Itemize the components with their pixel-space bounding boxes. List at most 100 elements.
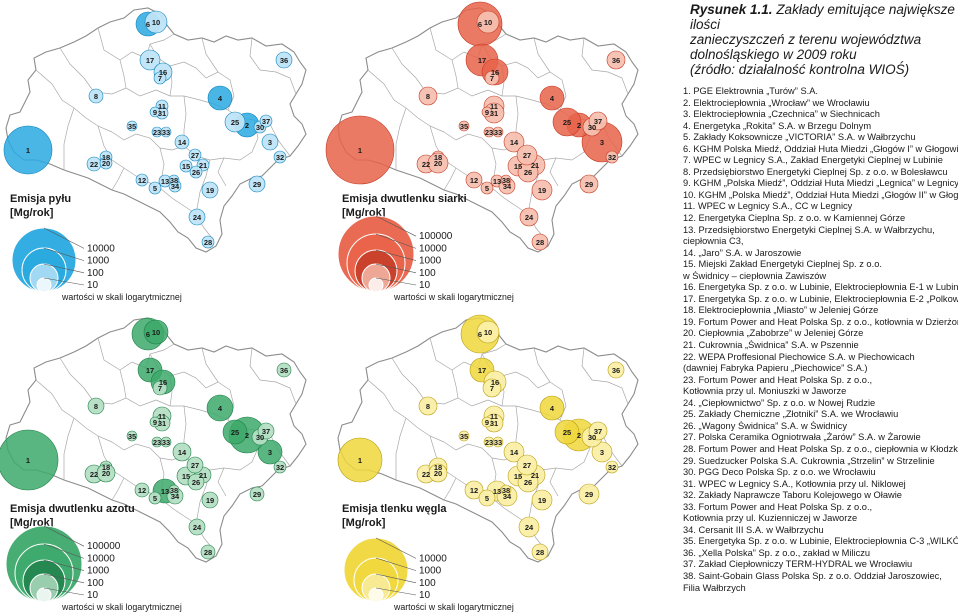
plant-label-19: 19 <box>206 186 214 195</box>
plant-list-item: ciepłownia C3, <box>683 236 744 247</box>
plant-bubble-20 <box>96 463 116 483</box>
plant-list-item: 36. „Xella Polska” Sp. z o.o., zakład w … <box>683 547 871 558</box>
plant-list-item: (dawniej Fabryka Papieru „Piechowice” S.… <box>683 363 868 374</box>
scale-value-4: 10 <box>419 280 431 291</box>
plant-label-36: 36 <box>612 56 620 65</box>
plant-label-24: 24 <box>193 523 202 532</box>
scale-leader-0 <box>375 537 417 559</box>
plant-bubble-7 <box>484 70 500 86</box>
plant-label-14: 14 <box>178 138 187 147</box>
plant-label-38: 38 <box>170 176 178 185</box>
plant-bubble-5 <box>480 181 494 195</box>
scale-leader-3 <box>43 277 85 286</box>
plant-label-24: 24 <box>525 213 534 222</box>
scale-legend-pm: Emisja pyłu [Mg/rok] 10000 100010010wartośc… <box>10 193 182 302</box>
plant-list-item: 22. WEPA Proffesional Piechowice S.A. w … <box>683 351 915 362</box>
plant-label-15: 15 <box>182 472 190 481</box>
plant-label-37: 37 <box>262 427 270 436</box>
scale-leader-1 <box>375 233 417 249</box>
plant-bubble-8 <box>418 396 438 416</box>
figure-caption: Rysunek 1.1. Zakłady emitujące największ… <box>690 2 958 77</box>
plant-label-9: 9 <box>485 108 489 117</box>
plant-bubble-36 <box>606 50 626 70</box>
plant-list-item: 1. PGE Elektrownia „Turów” S.A. <box>683 86 819 96</box>
plant-label-33: 33 <box>494 128 502 137</box>
plant-bubble-9 <box>481 416 493 428</box>
plant-label-13: 13 <box>161 487 169 496</box>
plant-label-28: 28 <box>536 238 544 247</box>
plant-bubble-8 <box>418 86 438 106</box>
plant-list-item: 17. Energetyka Sp. z o.o. w Lubinie, Ele… <box>683 293 958 304</box>
plant-bubble-1 <box>3 125 53 175</box>
plant-label-31: 31 <box>490 109 498 118</box>
plant-label-27: 27 <box>523 461 531 470</box>
plant-label-10: 10 <box>152 18 160 27</box>
plant-label-20: 20 <box>434 469 442 478</box>
scale-value-4: 10 <box>87 590 99 601</box>
plant-list-item: 11. WPEC w Legnicy S.A., CC w Legnicy <box>683 201 853 212</box>
plant-list-item: 34. Cersanit III S.A. w Wałbrzychu <box>683 524 824 535</box>
plant-label-20: 20 <box>102 159 110 168</box>
plant-label-18: 18 <box>434 153 442 162</box>
plant-label-31: 31 <box>158 109 166 118</box>
plant-label-29: 29 <box>585 180 593 189</box>
scale-value-0: 100000 <box>87 541 121 552</box>
plant-list-item: 12. Energetyka Cieplna Sp. z o.o. w Kami… <box>683 213 906 224</box>
scale-legend-co: Emisja tlenku węgla [Mg/rok] 10000 10001001… <box>342 503 514 612</box>
panel-title: Emisja tlenku węgla <box>342 503 447 515</box>
plant-label-14: 14 <box>510 138 519 147</box>
scale-value-3: 100 <box>87 578 104 589</box>
scale-legend-no2: Emisja dwutlenku azotu[Mg/rok]1000001000… <box>5 503 182 612</box>
plant-label-20: 20 <box>102 469 110 478</box>
plant-label-33: 33 <box>494 438 502 447</box>
plant-label-22: 22 <box>90 160 98 169</box>
plant-label-19: 19 <box>538 496 546 505</box>
plant-label-19: 19 <box>538 186 546 195</box>
plant-label-24: 24 <box>193 213 202 222</box>
plant-label-34: 34 <box>503 492 512 501</box>
plant-bubble-24 <box>188 208 206 226</box>
scale-leader-3 <box>43 573 85 584</box>
plant-bubble-19 <box>201 181 219 199</box>
plant-bubble-28 <box>531 543 549 561</box>
plant-label-3: 3 <box>600 448 604 457</box>
plant-label-8: 8 <box>426 92 430 101</box>
plant-label-6: 6 <box>146 330 150 339</box>
scale-leader-3 <box>375 263 417 274</box>
plant-label-27: 27 <box>523 151 531 160</box>
plant-bubble-1 <box>0 429 59 491</box>
plant-bubble-4 <box>539 395 565 421</box>
plant-label-1: 1 <box>26 456 30 465</box>
plant-bubble-32 <box>605 150 619 164</box>
plant-list-item: 6. KGHM Polska Miedź, Oddział Huta Miedz… <box>683 143 958 154</box>
plant-label-17: 17 <box>146 366 154 375</box>
plant-bubble-15 <box>179 159 193 173</box>
plant-label-16: 16 <box>159 378 167 387</box>
plant-label-4: 4 <box>550 404 555 413</box>
plant-bubble-12 <box>134 482 150 498</box>
plant-bubble-3 <box>591 441 613 463</box>
plant-label-13: 13 <box>493 177 501 186</box>
plant-bubble-28 <box>200 544 216 560</box>
plant-bubble-1 <box>325 115 395 185</box>
plant-bubble-5 <box>148 181 162 195</box>
plant-list-item: 13. Przedsiębiorstwo Energetyki Cieplnej… <box>683 224 935 235</box>
scale-leader-1 <box>43 543 85 559</box>
plant-list-item: 26. „Wagony Świdnica” S.A. w Świdnicy <box>683 420 847 431</box>
plant-bubble-27 <box>186 456 204 474</box>
plant-bubble-38 <box>168 174 180 186</box>
plant-label-23: 23 <box>153 438 161 447</box>
plant-list-item: Kotłownia przy ul. Kuzienniczej w Jaworz… <box>683 513 858 524</box>
plant-bubble-10 <box>143 319 169 345</box>
plant-label-32: 32 <box>276 463 284 472</box>
plant-bubble-38 <box>500 174 512 186</box>
plant-label-20: 20 <box>434 159 442 168</box>
plant-bubble-29 <box>579 174 599 194</box>
plant-bubble-28 <box>531 233 549 251</box>
caption-line-3: dolnośląskiego w 2009 roku <box>690 47 857 62</box>
plant-bubble-28 <box>201 235 215 249</box>
plant-bubble-14 <box>503 441 525 463</box>
plant-bubble-19 <box>531 179 553 201</box>
plant-bubble-29 <box>248 175 266 193</box>
plant-label-18: 18 <box>434 463 442 472</box>
